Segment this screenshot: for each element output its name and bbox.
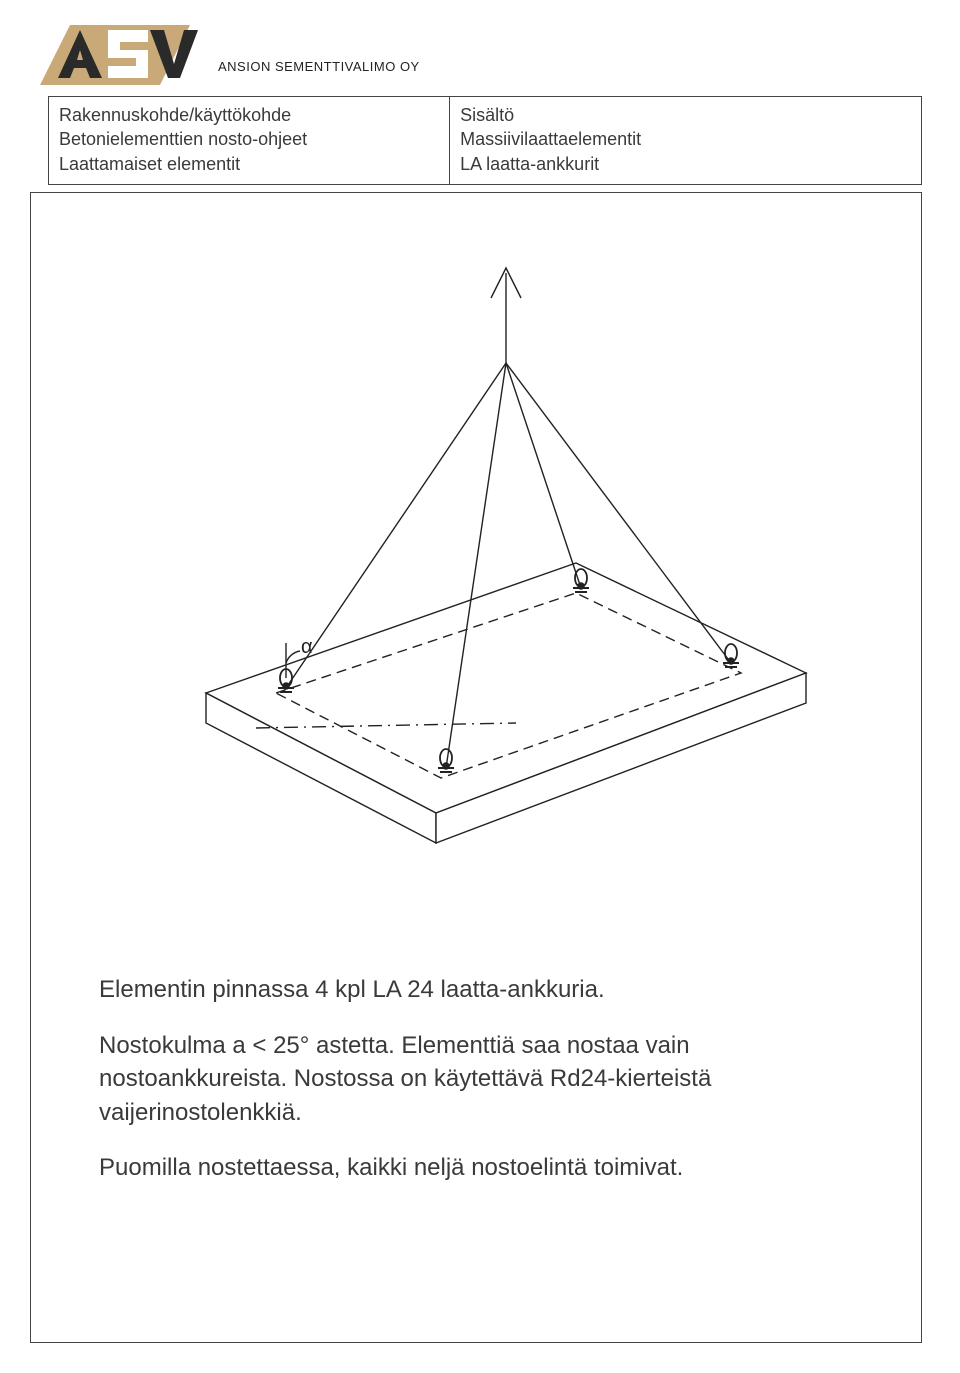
hdr-left-line2: Betonielementtien nosto-ohjeet <box>59 127 439 151</box>
header-table: Rakennuskohde/käyttökohde Betonielementt… <box>48 96 922 185</box>
body-p3: Puomilla nostettaessa, kaikki neljä nost… <box>99 1151 853 1185</box>
company-logo <box>30 20 200 90</box>
body-text: Elementin pinnassa 4 kpl LA 24 laatta-an… <box>71 973 881 1185</box>
body-p2: Nostokulma a < 25° astetta. Elementtiä s… <box>99 1029 853 1130</box>
hdr-right-line2: Massiivilaattaelementit <box>460 127 911 151</box>
diagram-wrap: α <box>71 223 881 943</box>
company-name: ANSION SEMENTTIVALIMO OY <box>218 59 420 90</box>
header-cell-right: Sisältö Massiivilaattaelementit LA laatt… <box>450 97 921 184</box>
lifting-diagram: α <box>86 233 866 933</box>
hook-arrow-icon <box>491 268 521 363</box>
main-frame: α Elementin pinnassa 4 kpl LA 24 laatta-… <box>30 192 922 1343</box>
hdr-right-line3: LA laatta-ankkurit <box>460 152 911 176</box>
hdr-left-line1: Rakennuskohde/käyttökohde <box>59 103 439 127</box>
hdr-left-line3: Laattamaiset elementit <box>59 152 439 176</box>
hdr-right-line1: Sisältö <box>460 103 911 127</box>
body-p1: Elementin pinnassa 4 kpl LA 24 laatta-an… <box>99 973 853 1007</box>
logo-area: ANSION SEMENTTIVALIMO OY <box>30 20 420 90</box>
header-cell-left: Rakennuskohde/käyttökohde Betonielementt… <box>49 97 450 184</box>
angle-label: α <box>301 636 313 658</box>
